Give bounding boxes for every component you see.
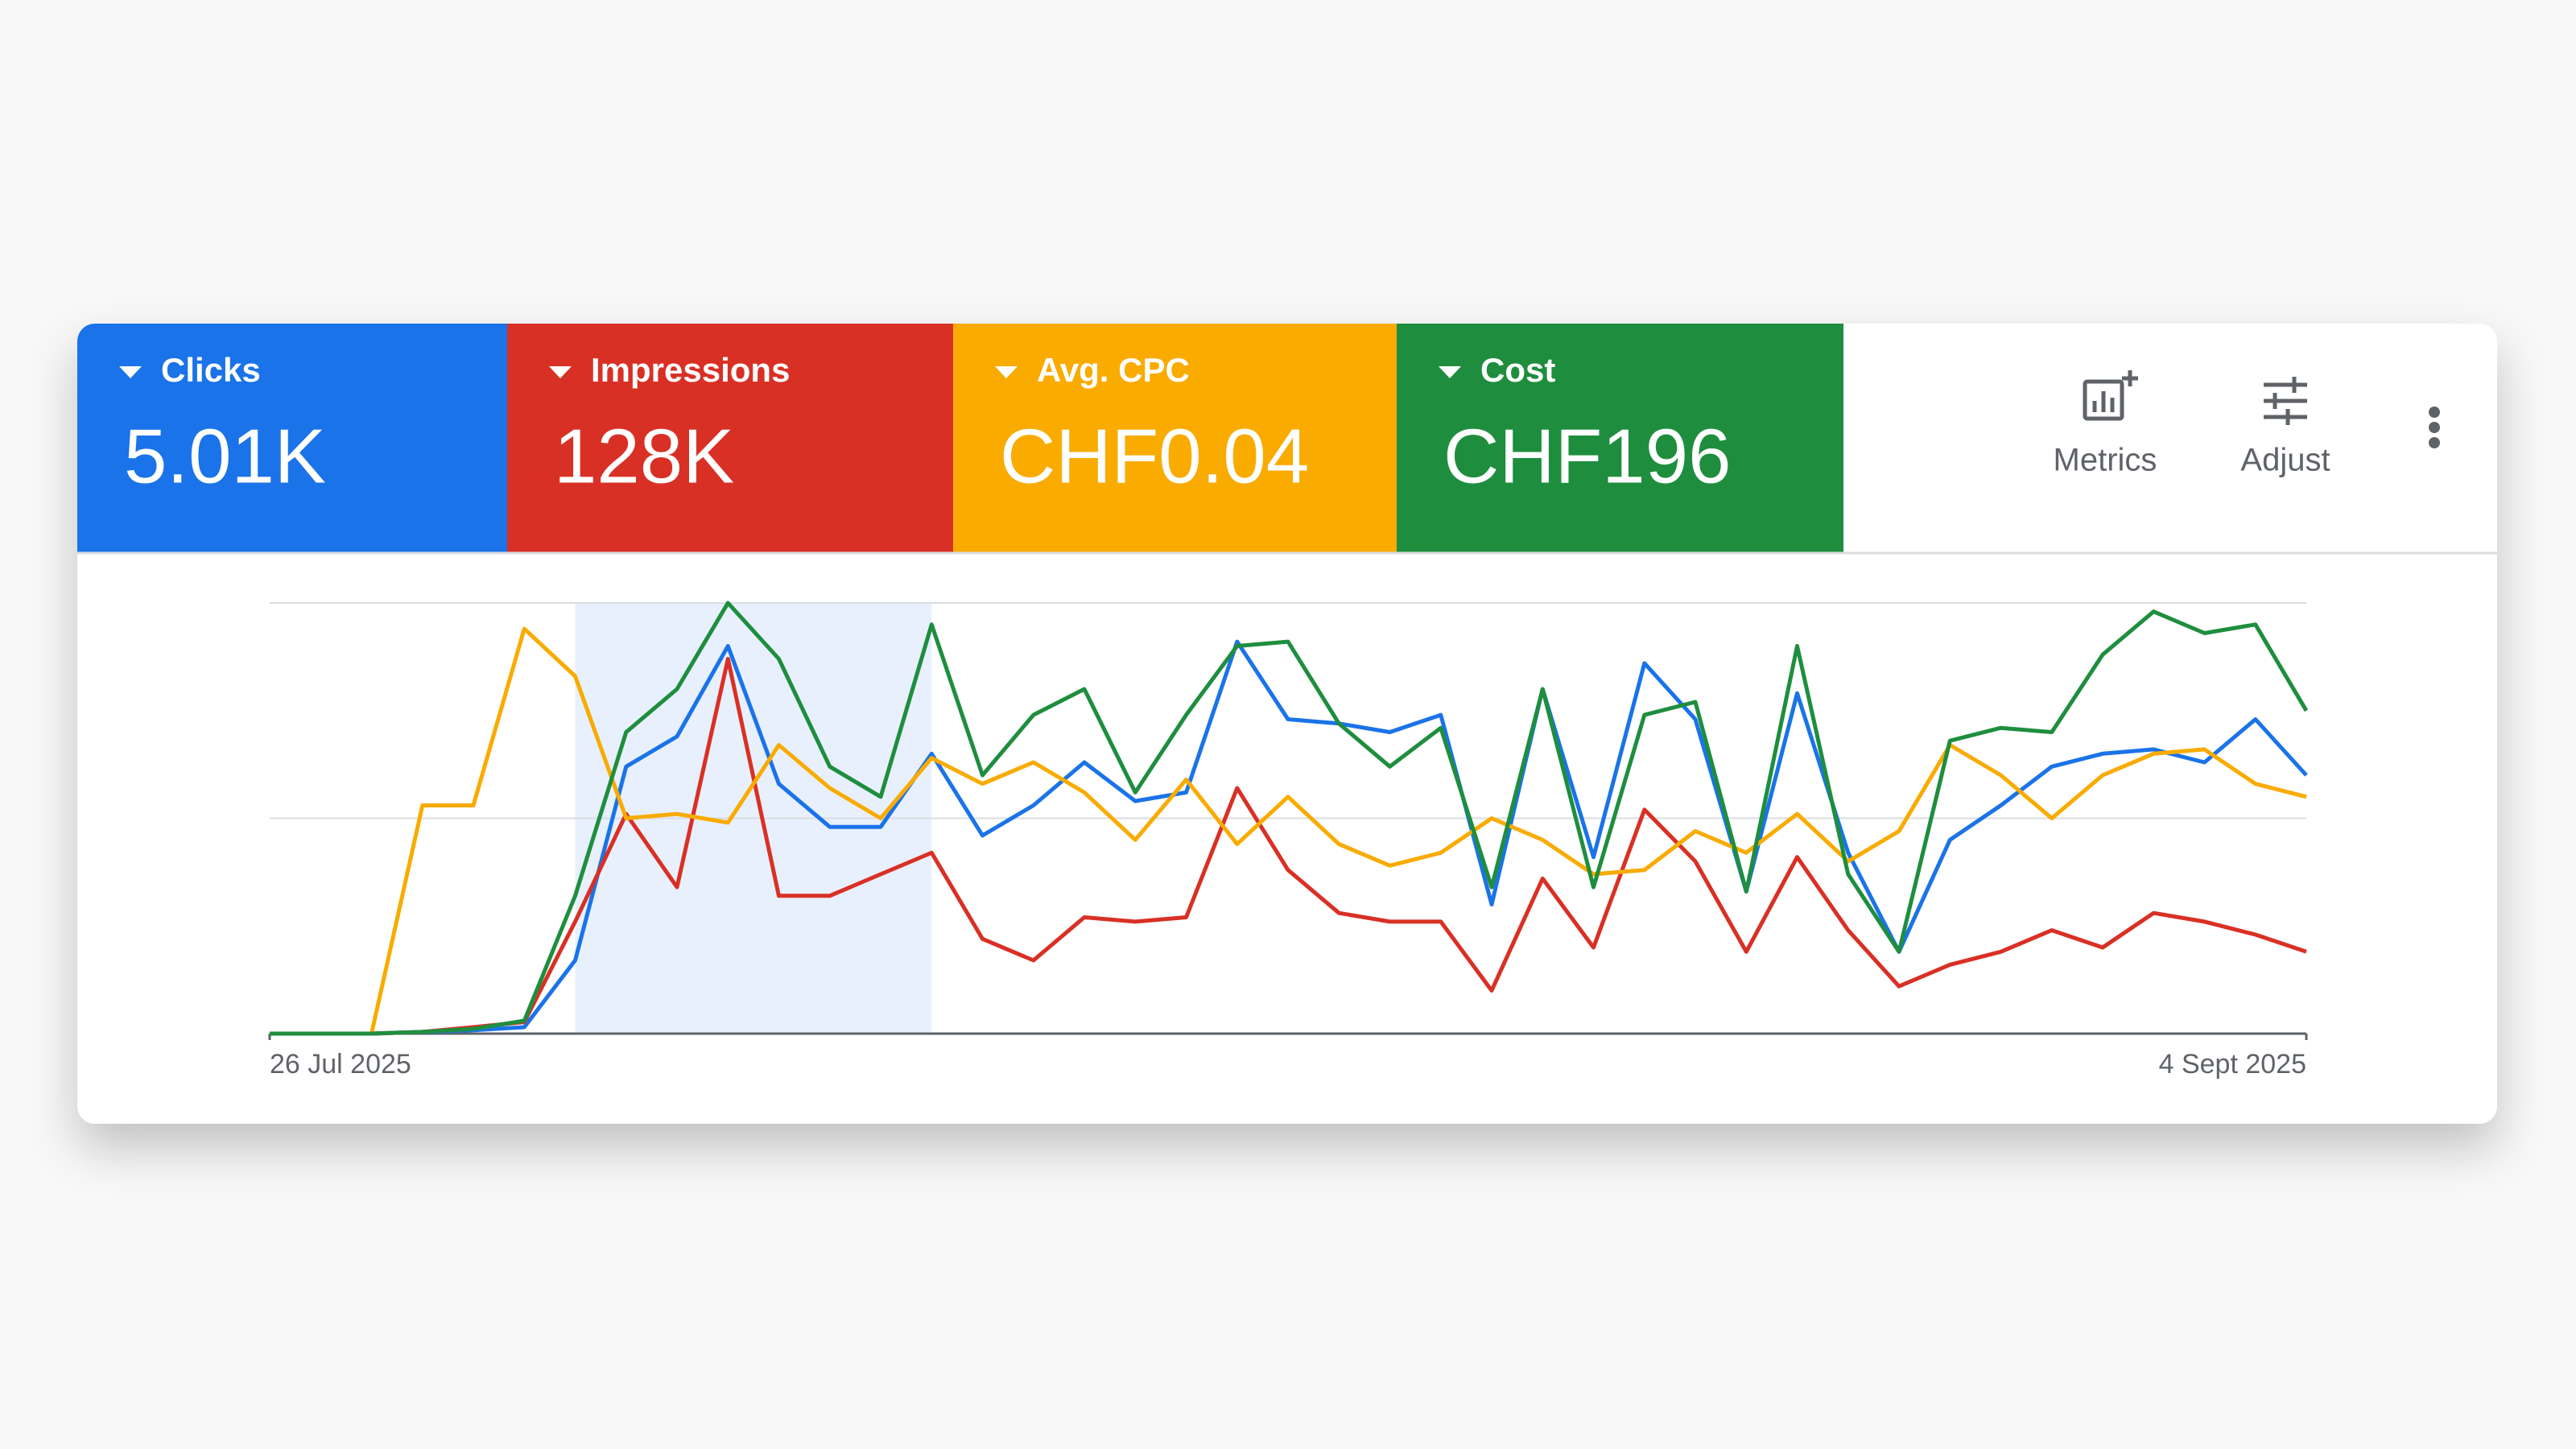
- metric-value: CHF0.04: [1000, 413, 1309, 499]
- x-tick-label: 4 Sept 2025: [2159, 1049, 2306, 1080]
- adjust-icon[interactable]: [2264, 377, 2307, 425]
- metric-label: Cost: [1480, 351, 1555, 389]
- metric-tile: [507, 324, 953, 552]
- metrics-icon[interactable]: [2083, 370, 2138, 421]
- metric-value: 128K: [554, 413, 734, 499]
- metric-label: Avg. CPC: [1037, 351, 1190, 389]
- metric-tile: [953, 324, 1397, 552]
- plot: 26 Jul 2025 4 Sept 2025: [268, 601, 2309, 1080]
- dropdown-arrow: [549, 366, 572, 378]
- x-tick-label: 26 Jul 2025: [270, 1049, 411, 1080]
- series-line: [270, 626, 2307, 1036]
- more-menu[interactable]: [2429, 407, 2440, 448]
- metrics-button[interactable]: Metrics: [2054, 443, 2157, 478]
- metric-value: CHF196: [1443, 413, 1731, 499]
- series-line: [270, 657, 2307, 1036]
- adjust-button[interactable]: Adjust: [2240, 443, 2330, 478]
- series-line: [270, 601, 2309, 1036]
- metric-tile: [1397, 324, 1843, 552]
- metric-value: 5.01K: [124, 413, 326, 499]
- dropdown-arrow: [995, 366, 1018, 378]
- metric-label: Clicks: [161, 351, 261, 389]
- metric-tile: [77, 324, 507, 552]
- dropdown-arrow: [119, 366, 142, 378]
- dropdown-arrow: [1439, 366, 1461, 378]
- metric-label: Impressions: [591, 351, 790, 389]
- metric-tiles: Clicks 5.01K Impressions 128K Avg. CPC CHF0.0…: [77, 324, 1843, 552]
- series-line: [270, 639, 2308, 1036]
